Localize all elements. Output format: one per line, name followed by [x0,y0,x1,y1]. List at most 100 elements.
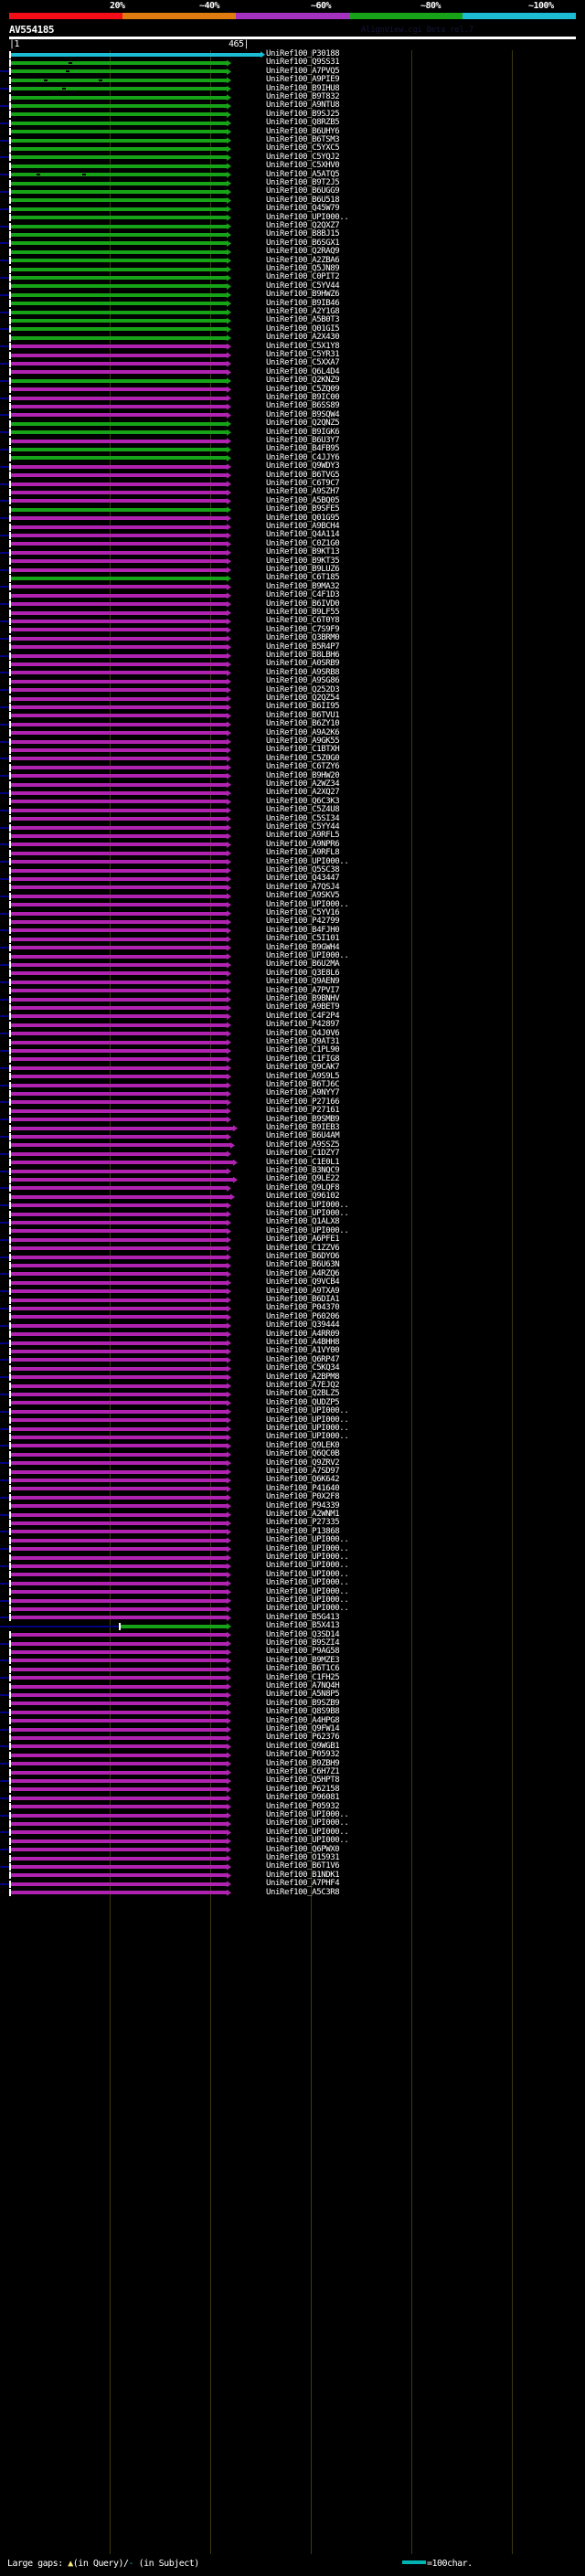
hit-label[interactable]: UniRef100_A7PVQ5 [266,66,340,76]
alignment-row[interactable]: UniRef100_C4F2P4 [0,1012,585,1021]
hsp-bar[interactable] [9,525,227,529]
alignment-row[interactable]: UniRef100_B6TVG5 [0,471,585,480]
hit-label[interactable]: UniRef100_B1NDK1 [266,1870,340,1880]
alignment-row[interactable]: UniRef100_A5N8P5 [0,1691,585,1699]
hsp-bar[interactable] [9,189,227,194]
hsp-bar[interactable] [9,1710,227,1714]
alignment-row[interactable]: UniRef100_C5I101 [0,935,585,943]
hit-label[interactable]: UniRef100_A7PVI7 [266,985,340,995]
hit-label[interactable]: UniRef100_A9NPR6 [266,839,340,849]
hsp-bar[interactable] [9,387,227,392]
hsp-bar[interactable] [9,1830,227,1835]
hsp-bar[interactable] [9,1735,227,1740]
hsp-bar[interactable] [9,1014,227,1019]
hsp-bar[interactable] [9,1298,227,1302]
alignment-row[interactable]: UniRef100_B9IB46 [0,299,585,308]
hsp-bar[interactable] [9,1366,227,1371]
hsp-bar[interactable] [9,1753,227,1757]
hsp-bar[interactable] [9,671,227,675]
hsp-bar[interactable] [9,1118,227,1122]
alignment-row[interactable]: UniRef100_UPI000.. [0,1425,585,1433]
hsp-bar[interactable] [9,705,227,709]
hit-label[interactable]: UniRef100_A2WNM1 [266,1510,340,1519]
alignment-row[interactable]: UniRef100_UPI000.. [0,1579,585,1587]
alignment-row[interactable]: UniRef100_Q3BRM0 [0,634,585,642]
alignment-row[interactable]: UniRef100_B9IEB3 [0,1124,585,1132]
alignment-row[interactable]: UniRef100_A9NPR6 [0,839,585,849]
hsp-bar[interactable] [9,1805,227,1809]
hit-label[interactable]: UniRef100_UPI000.. [266,1586,349,1596]
hit-label[interactable]: UniRef100_B5G413 [266,1612,340,1622]
alignment-row[interactable]: UniRef100_B9SQW4 [0,410,585,419]
hsp-bar[interactable] [9,1796,227,1800]
hsp-bar[interactable] [9,1564,227,1568]
hsp-bar[interactable] [9,696,227,701]
hit-label[interactable]: UniRef100_Q9AEN9 [266,977,340,987]
hit-label[interactable]: UniRef100_B9ZBH9 [266,1758,340,1768]
hsp-bar[interactable] [9,1649,227,1654]
hsp-bar[interactable] [9,1083,227,1087]
hsp-bar[interactable] [9,275,227,280]
hsp-bar[interactable] [9,903,227,907]
alignment-row[interactable]: UniRef100_C1E0L1 [0,1157,585,1167]
hit-label[interactable]: UniRef100_C0Z1G0 [266,538,340,548]
alignment-row[interactable]: UniRef100_A7EJQ2 [0,1382,585,1390]
alignment-row[interactable]: UniRef100_B9IHU8 [0,84,585,93]
hsp-bar[interactable] [9,1581,227,1585]
alignment-row[interactable]: UniRef100_B9SJ25 [0,109,585,119]
alignment-row[interactable]: UniRef100_A5B0T3 [0,316,585,324]
hsp-bar[interactable] [9,1341,227,1345]
alignment-row[interactable]: UniRef100_A7PVQ5 [0,66,585,76]
hsp-bar[interactable] [9,1504,227,1509]
hit-label[interactable]: UniRef100_B9HW20 [266,770,340,780]
alignment-row[interactable]: UniRef100_Q9WDY3 [0,462,585,471]
hit-label[interactable]: UniRef100_C4F2P4 [266,1011,340,1021]
hit-label[interactable]: UniRef100_P04370 [266,1303,340,1313]
hit-label[interactable]: UniRef100_Q3E8L6 [266,968,340,978]
hsp-bar[interactable] [9,1701,227,1706]
hsp-bar[interactable] [9,345,227,349]
hsp-bar[interactable] [9,447,227,451]
hsp-bar[interactable] [9,146,227,151]
hit-label[interactable]: UniRef100_A9RFL8 [266,848,340,858]
alignment-row[interactable]: UniRef100_A5BQ05 [0,496,585,505]
hit-label[interactable]: UniRef100_A5B0T3 [266,315,340,325]
alignment-row[interactable]: UniRef100_C1ZZV6 [0,1244,585,1253]
hit-label[interactable]: UniRef100_A2X430 [266,333,340,343]
hit-label[interactable]: UniRef100_C5ZQ09 [266,384,340,394]
hit-label[interactable]: UniRef100_B9SJ25 [266,109,340,119]
hit-label[interactable]: UniRef100_B6U63N [266,1260,340,1270]
alignment-row[interactable]: UniRef100_B9KT35 [0,557,585,566]
alignment-row[interactable]: UniRef100_A2X430 [0,334,585,342]
hit-label[interactable]: UniRef100_B5R4P7 [266,641,340,652]
hsp-bar[interactable] [9,1005,227,1010]
hit-label[interactable]: UniRef100_A9RFL5 [266,831,340,841]
alignment-row[interactable]: UniRef100_Q01G95 [0,514,585,523]
alignment-row[interactable]: UniRef100_Q6PWX0 [0,1845,585,1854]
hit-label[interactable]: UniRef100_A9GK55 [266,737,340,746]
hit-label[interactable]: UniRef100_C1E0L1 [266,1157,340,1167]
hit-label[interactable]: UniRef100_UPI000.. [266,1569,349,1579]
hsp-bar[interactable] [9,404,227,408]
hit-label[interactable]: UniRef100_A9SG86 [266,676,340,686]
hit-label[interactable]: UniRef100_A9NYY7 [266,1088,340,1098]
hit-label[interactable]: UniRef100_A6PFE1 [266,1235,340,1245]
alignment-row[interactable]: UniRef100_A7PHF4 [0,1880,585,1888]
hit-label[interactable]: UniRef100_UPI000.. [266,1810,349,1819]
alignment-row[interactable]: UniRef100_B6TVU1 [0,711,585,720]
alignment-row[interactable]: UniRef100_UPI000.. [0,1605,585,1613]
hit-label[interactable]: UniRef100_A5N8P5 [266,1690,340,1700]
alignment-row[interactable]: UniRef100_A7QSJ4 [0,883,585,892]
hsp-bar[interactable] [9,645,227,650]
alignment-row[interactable]: UniRef100_B9IGK6 [0,428,585,437]
hsp-bar[interactable] [9,628,227,632]
hit-label[interactable]: UniRef100_B9T2J5 [266,178,340,187]
hsp-bar[interactable] [9,69,227,74]
hsp-bar[interactable] [9,1186,227,1191]
hsp-bar[interactable] [9,1108,227,1113]
hit-label[interactable]: UniRef100_A0SRB9 [266,659,340,669]
hsp-bar[interactable] [9,103,227,108]
hit-label[interactable]: UniRef100_O96081 [266,1793,340,1803]
hsp-bar[interactable] [9,396,227,400]
alignment-row[interactable]: UniRef100_Q9LEK0 [0,1441,585,1450]
